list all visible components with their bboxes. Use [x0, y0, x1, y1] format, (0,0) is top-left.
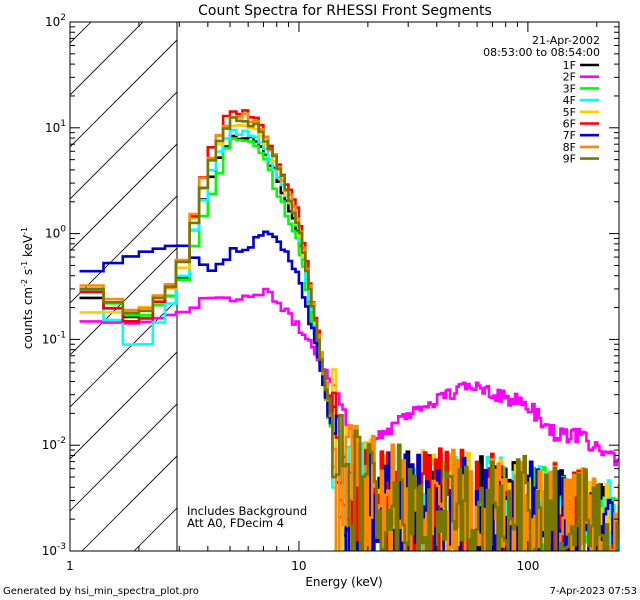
hatch-line [0, 0, 70, 551]
legend-label: 2F [563, 71, 576, 84]
legend-label: 5F [563, 106, 576, 119]
date-label: 21-Apr-2002 [532, 34, 600, 47]
x-tick-label: 10 [291, 559, 306, 573]
legend-label: 4F [563, 94, 576, 107]
hatch-line [70, 22, 92, 44]
time-range-label: 08:53:00 to 08:54:00 [483, 46, 600, 59]
y-label-exp-s: -1 [20, 261, 29, 269]
chart-title: Count Spectra for RHESSI Front Segments [198, 3, 492, 19]
x-tick-labels: 1 10 100 [66, 559, 539, 573]
hatch-line [70, 403, 177, 512]
y-tick-label: 100 [45, 225, 66, 241]
series-line-9F [79, 116, 619, 551]
series-line-2F [79, 287, 619, 467]
x-tick-label: 1 [66, 559, 74, 573]
legend-label: 8F [563, 141, 576, 154]
legend-label: 1F [563, 59, 576, 72]
annotation-background: Includes Background [187, 504, 307, 518]
y-tick-label: 101 [45, 119, 66, 135]
legend-label: 7F [563, 129, 576, 142]
footer-generated-by: Generated by hsi_min_spectra_plot.pro [3, 586, 199, 597]
legend-label: 6F [563, 118, 576, 131]
y-label-exp-cm: -2 [20, 279, 29, 287]
y-tick-label: 10-3 [42, 542, 66, 558]
footer-timestamp: 7-Apr-2023 07:53 [550, 586, 637, 597]
x-tick-label: 100 [516, 559, 539, 573]
plot-frame [69, 21, 620, 552]
x-axis-label: Energy (keV) [305, 575, 382, 589]
hatch-line [70, 247, 177, 356]
hatch-line [70, 91, 177, 200]
series-layer [79, 109, 619, 551]
y-label-exp-kev: -1 [20, 227, 29, 235]
hatch-line [70, 351, 177, 460]
hatch-line [70, 39, 177, 148]
legend-label: 9F [563, 153, 576, 166]
hatch-line [81, 455, 177, 551]
annotation-attenuator: Att A0, FDecim 4 [187, 516, 284, 530]
hatch-line [70, 22, 144, 96]
y-tick-label: 102 [45, 13, 66, 29]
y-tick-label: 10-2 [42, 436, 66, 452]
y-tick-label: 10-1 [42, 330, 66, 346]
legend-label: 3F [563, 82, 576, 95]
y-tick-labels: 102 101 100 10-1 10-2 10-3 [42, 13, 67, 558]
axis-ticks [69, 21, 619, 552]
y-axis-label: counts cm-2 s-1 keV-1 [20, 227, 35, 349]
